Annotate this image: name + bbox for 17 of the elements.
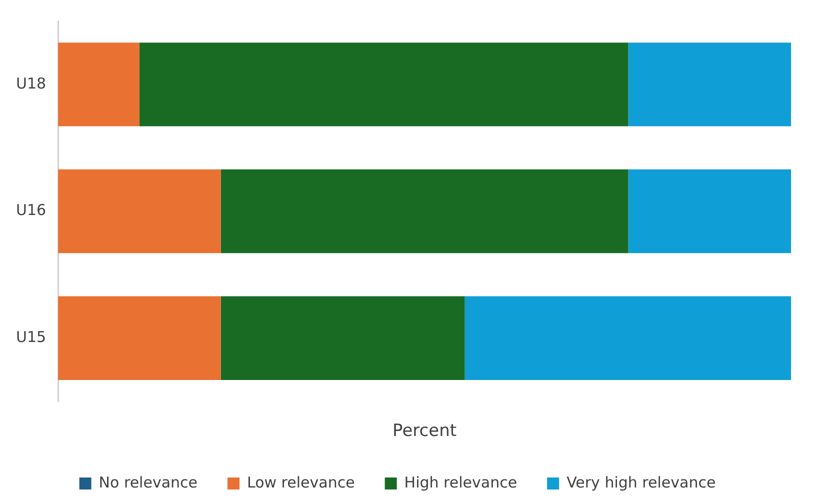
bar xyxy=(139,42,628,126)
bar xyxy=(220,169,628,254)
y-tick-label: U16 xyxy=(16,201,46,220)
y-tick-label: U18 xyxy=(16,74,46,92)
legend-label: Low relevance xyxy=(246,473,355,492)
y-tick-label: U15 xyxy=(16,328,46,346)
bar xyxy=(58,296,221,380)
bar xyxy=(628,169,791,254)
legend-label: Very high relevance xyxy=(566,473,716,492)
bar xyxy=(220,296,465,380)
bar xyxy=(464,296,791,380)
bar xyxy=(58,42,140,126)
legend-label: No relevance xyxy=(98,473,198,492)
legend-label: High relevance xyxy=(404,473,518,492)
bar xyxy=(628,42,791,126)
x-axis-title: Percent xyxy=(392,421,457,442)
bar xyxy=(58,169,221,254)
